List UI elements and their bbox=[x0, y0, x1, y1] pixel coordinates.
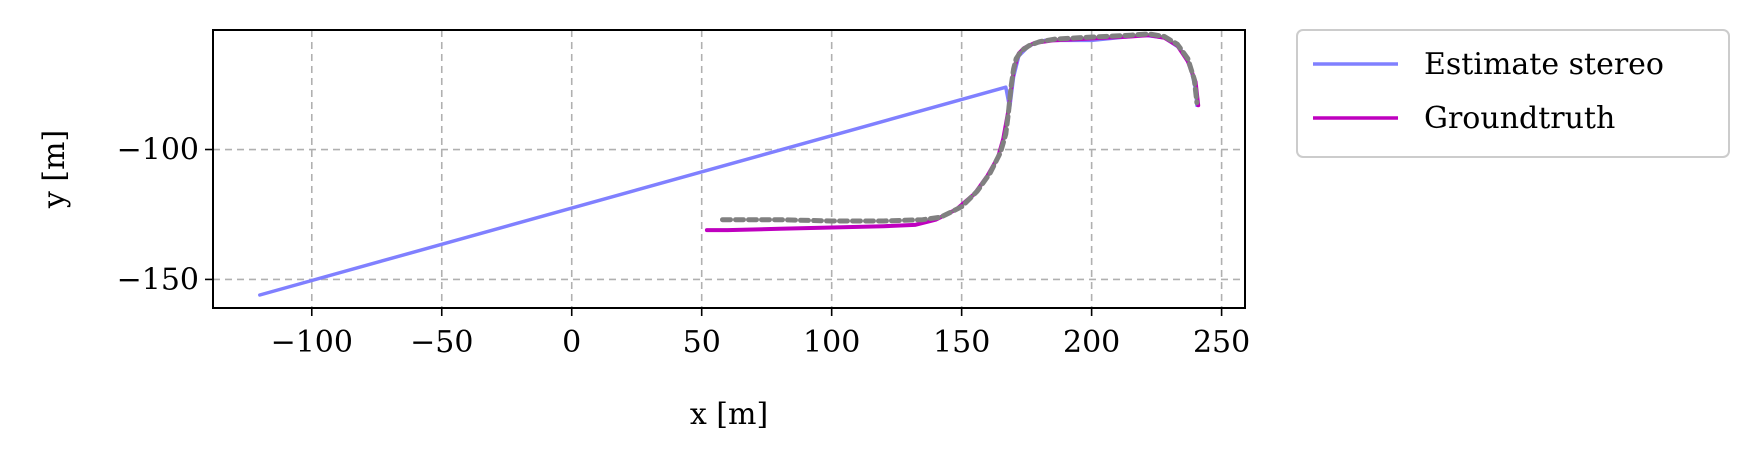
x-tick-label: 250 bbox=[1193, 325, 1250, 360]
x-tick-label: −100 bbox=[271, 325, 353, 360]
y-tick-label: −150 bbox=[117, 262, 199, 297]
grid bbox=[213, 30, 1245, 308]
x-tick-label: 200 bbox=[1063, 325, 1120, 360]
series-line-error bbox=[720, 31, 1200, 224]
x-tick-label: 0 bbox=[562, 325, 581, 360]
legend-label-estimate-stereo: Estimate stereo bbox=[1424, 47, 1664, 82]
y-axis-label: y [m] bbox=[37, 130, 72, 209]
y-tick-label: −100 bbox=[117, 133, 199, 168]
ticks: −100 −50 0 50 100 150 200 250 −100 −150 bbox=[117, 133, 1251, 360]
x-tick-label: 50 bbox=[683, 325, 721, 360]
x-tick-label: 100 bbox=[803, 325, 860, 360]
x-tick-label: 150 bbox=[933, 325, 990, 360]
plot-frame bbox=[212, 29, 1246, 309]
series-layer bbox=[258, 31, 1201, 297]
x-axis-label: x [m] bbox=[690, 397, 768, 432]
legend-box bbox=[1296, 29, 1730, 158]
x-tick-label: −50 bbox=[410, 325, 473, 360]
legend: Estimate stereo Groundtruth bbox=[1296, 29, 1730, 158]
legend-label-groundtruth: Groundtruth bbox=[1424, 101, 1615, 136]
